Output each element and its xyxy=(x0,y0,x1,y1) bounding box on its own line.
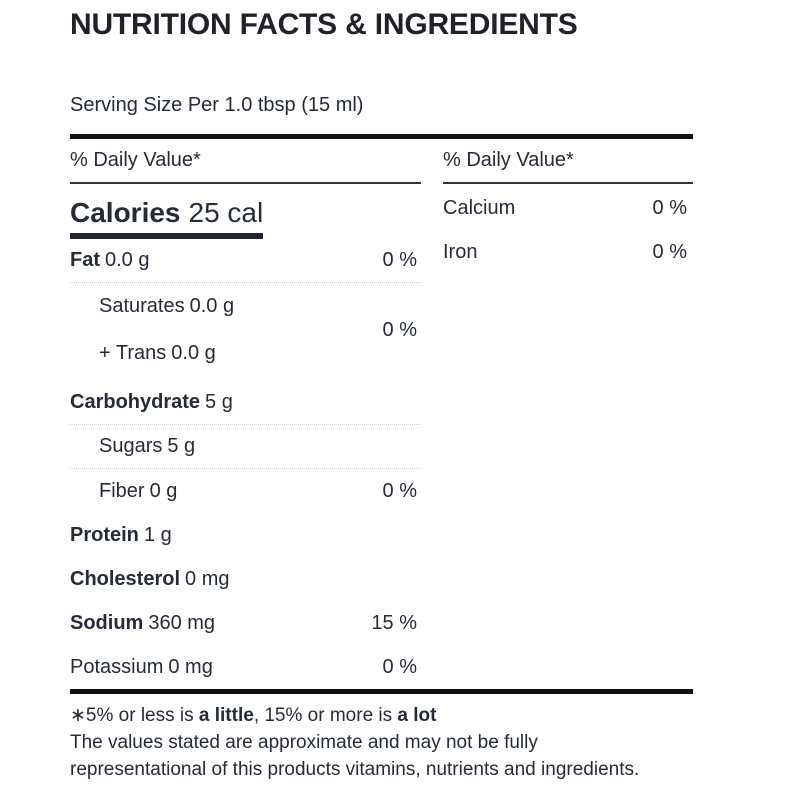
nutrient-daily-value: 0 % xyxy=(382,318,417,341)
nutrient-daily-value: 0 % xyxy=(652,196,687,219)
daily-value-header-left: % Daily Value* xyxy=(70,139,421,184)
daily-value-header-right: % Daily Value* xyxy=(443,139,693,184)
page-title: NUTRITION FACTS & INGREDIENTS xyxy=(70,8,578,41)
nutrient-label: Saturates xyxy=(99,295,185,317)
nutrient-label: Cholesterol xyxy=(70,567,181,590)
nutrition-facts-panel: % Daily Value* Calories 25 cal Fat 0.0 g 0… xyxy=(70,134,693,694)
nutrient-label: Protein xyxy=(70,523,139,546)
mineral-row-iron: Iron 0 % xyxy=(443,230,693,274)
subgroup-line-saturates: Saturates 0.0 g xyxy=(99,293,234,320)
footnote-text: , 15% or more is xyxy=(253,705,398,726)
nutrient-daily-value: 15 % xyxy=(371,611,417,634)
nutrient-daily-value: 0 % xyxy=(382,479,417,502)
nutrient-amount: 0.0 g xyxy=(171,342,216,364)
nutrient-daily-value: 0 % xyxy=(382,655,417,678)
nutrient-label: Calcium xyxy=(443,196,516,219)
footnote-a-lot: a lot xyxy=(397,705,437,726)
nutrient-amount: 0 mg xyxy=(168,655,213,678)
nutrient-label: Potassium xyxy=(70,655,164,678)
calories-value: 25 cal xyxy=(188,197,264,228)
nutrient-amount: 0.0 g xyxy=(105,249,150,271)
nutrient-amount: 360 mg xyxy=(148,611,216,634)
nutrient-label: Fat xyxy=(70,249,100,271)
nutrient-amount: 1 g xyxy=(143,523,172,546)
nutrient-amount: 0 g xyxy=(149,479,178,502)
nutrient-label: Iron xyxy=(443,240,478,263)
nutrient-amount: 0.0 g xyxy=(189,295,235,317)
nutrient-label: Sodium xyxy=(70,611,144,634)
nutrient-row-protein: Protein 1 g xyxy=(70,513,421,557)
nutrient-amount: 5 g xyxy=(167,435,196,457)
mineral-row-calcium: Calcium 0 % xyxy=(443,186,693,230)
footnote-disclaimer-line-1: The values stated are approximate and ma… xyxy=(70,732,538,753)
nutrient-subgroup-saturates-trans: Saturates 0.0 g + Trans 0.0 g 0 % xyxy=(70,283,421,381)
footnote-a-little: a little xyxy=(198,705,254,726)
nutrient-row-sodium: Sodium 360 mg 15 % xyxy=(70,601,421,645)
nutrient-row-potassium: Potassium 0 mg 0 % xyxy=(70,645,421,689)
footnote-text: ∗5% or less is xyxy=(70,705,199,726)
nutrition-facts-left-column: % Daily Value* Calories 25 cal Fat 0.0 g 0… xyxy=(70,139,421,689)
footnote: ∗5% or less is a little, 15% or more is … xyxy=(70,702,693,783)
nutrition-facts-right-column: % Daily Value* Calcium 0 % Iron 0 % xyxy=(443,139,693,689)
nutrient-label: Sugars xyxy=(99,435,163,457)
calories-row: Calories 25 cal xyxy=(70,196,421,239)
calories-text: Calories 25 cal xyxy=(70,196,264,239)
nutrient-row-sugars: Sugars 5 g xyxy=(70,425,421,469)
nutrition-facts-page: NUTRITION FACTS & INGREDIENTS Serving Si… xyxy=(0,9,693,783)
nutrient-label: Fiber xyxy=(99,479,145,502)
nutrient-daily-value: 0 % xyxy=(652,240,687,263)
nutrient-amount: 0 mg xyxy=(185,567,230,590)
nutrient-amount: 5 g xyxy=(205,391,233,413)
subgroup-line-trans: + Trans 0.0 g xyxy=(99,340,234,367)
nutrient-label: + Trans xyxy=(99,342,167,364)
nutrient-row-carbohydrate: Carbohydrate 5 g xyxy=(70,381,421,425)
serving-size-text: Serving Size Per 1.0 tbsp (15 ml) xyxy=(70,94,364,116)
nutrient-daily-value: 0 % xyxy=(382,249,417,271)
nutrient-row-fiber: Fiber 0 g 0 % xyxy=(70,469,421,513)
nutrient-row-fat: Fat 0.0 g 0 % xyxy=(70,239,421,283)
footnote-daily-value-key: ∗5% or less is a little, 15% or more is … xyxy=(70,702,693,729)
footnote-disclaimer-line-2: representational of this products vitami… xyxy=(70,759,640,780)
calories-label: Calories xyxy=(70,197,181,228)
nutrient-label: Carbohydrate xyxy=(70,391,201,413)
nutrient-row-cholesterol: Cholesterol 0 mg xyxy=(70,557,421,601)
